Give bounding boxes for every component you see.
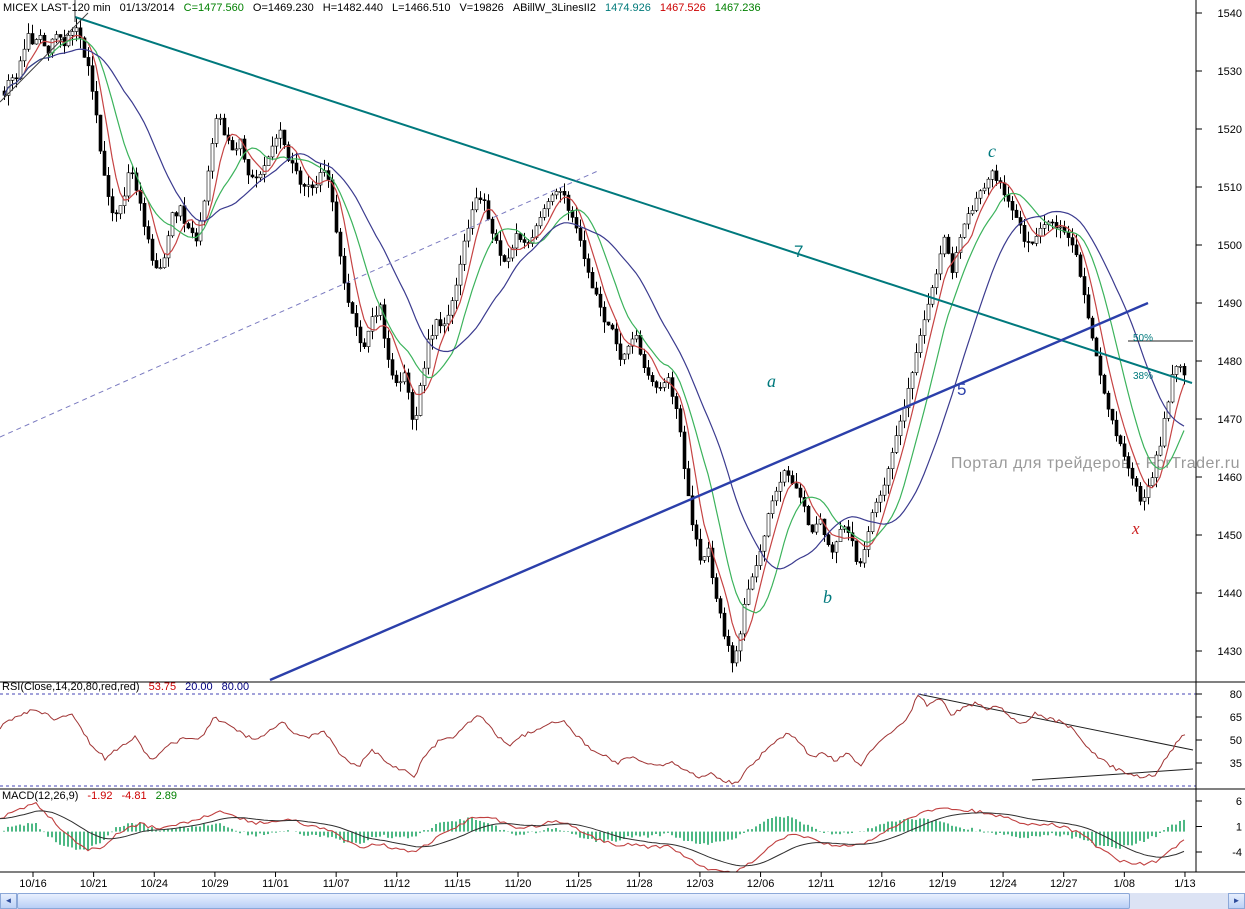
header-segment: 53.75 [148, 681, 177, 693]
time-tick-label: 11/12 [383, 878, 410, 890]
price-tick-label: 1460 [1218, 472, 1242, 484]
fib-label-50: 50% [1133, 333, 1154, 344]
time-tick-label: 11/28 [626, 878, 653, 890]
time-tick-label: 10/29 [201, 878, 229, 890]
time-tick-label: 1/13 [1174, 878, 1195, 890]
macd-tick-label: 1 [1236, 822, 1242, 834]
wave-label-c: c [988, 141, 996, 161]
header-segment: ABillW_3LinesII2 [512, 2, 596, 14]
price-tick-label: 1450 [1218, 530, 1242, 542]
header-segment: H=1482.440 [322, 2, 384, 14]
header-segment: O=1469.230 [252, 2, 314, 14]
header-segment: 01/13/2014 [119, 2, 175, 14]
price-tick-label: 1430 [1218, 646, 1242, 658]
time-tick-label: 11/07 [323, 878, 350, 890]
candlesticks [2, 17, 1187, 673]
header-segment: L=1466.510 [392, 2, 451, 14]
time-tick-label: 12/11 [808, 878, 835, 890]
macd-tick-label: -4 [1232, 847, 1242, 859]
wave-label-7: 7 [794, 242, 804, 261]
header-segment: MICEX LAST-120 min [3, 2, 111, 14]
price-tick-label: 1500 [1218, 240, 1242, 252]
chart-header: MICEX LAST-120 min 01/13/2014 C=1477.560 O=… [3, 2, 761, 14]
uptrend-line-5 [269, 301, 1149, 682]
header-segment: 1467.236 [714, 2, 761, 14]
header-segment: 2.89 [155, 790, 177, 802]
ma-line-12 [3, 37, 1185, 614]
time-tick-label: 12/19 [929, 878, 957, 890]
time-tick-label: 11/15 [444, 878, 471, 890]
time-tick-label: 11/20 [505, 878, 532, 890]
wave-label-x: x [1132, 519, 1140, 538]
header-segment: V=19826 [459, 2, 504, 14]
ma-line-24 [3, 48, 1185, 570]
scrollbar-thumb[interactable] [17, 893, 1130, 909]
rsi-tick-label: 65 [1230, 712, 1242, 724]
header-segment: 80.00 [221, 681, 250, 693]
time-tick-label: 12/24 [989, 878, 1017, 890]
time-tick-label: 1/08 [1114, 878, 1135, 890]
header-segment: MACD(12,26,9) [2, 790, 79, 802]
header-segment: RSI(Close,14,20,80,red,red) [2, 681, 140, 693]
time-tick-label: 10/24 [140, 878, 168, 890]
wave-label-b: b [823, 587, 832, 607]
rsi-tick-label: 35 [1230, 758, 1242, 770]
header-segment: -1.92 [87, 790, 113, 802]
time-tick-label: 12/06 [747, 878, 775, 890]
time-tick-label: 11/01 [262, 878, 289, 890]
header-segment: 1467.526 [659, 2, 706, 14]
rsi-tick-label: 80 [1230, 689, 1242, 701]
horizontal-scrollbar: ◄ ► [0, 893, 1245, 909]
price-tick-label: 1470 [1218, 414, 1242, 426]
time-tick-label: 12/16 [868, 878, 896, 890]
header-segment: C=1477.560 [183, 2, 244, 14]
scrollbar-track[interactable] [17, 893, 1228, 909]
price-tick-label: 1440 [1218, 588, 1242, 600]
macd-signal-line [0, 810, 1185, 867]
rsi-line [0, 694, 1186, 785]
macd-tick-label: 6 [1236, 796, 1242, 808]
header-segment: 20.00 [185, 681, 213, 693]
rsi-tick-label: 50 [1230, 735, 1242, 747]
dashed-channel-line [0, 169, 601, 438]
rsi-header: RSI(Close,14,20,80,red,red) 53.75 20.00 80.… [2, 681, 249, 693]
macd-line [0, 801, 1185, 872]
price-panel[interactable] [0, 0, 1193, 682]
header-segment: -4.81 [121, 790, 147, 802]
price-tick-label: 1520 [1218, 124, 1242, 136]
price-tick-label: 1510 [1218, 182, 1242, 194]
corner-trend-line [0, 12, 89, 103]
fib-label-38: 38% [1133, 371, 1154, 382]
time-tick-label: 11/25 [565, 878, 592, 890]
wave-label-a: a [767, 371, 776, 391]
axes: 1540 1530 1520 1510 1500 1490 1480 1470 1460 1450… [0, 0, 1245, 890]
macd-panel [0, 801, 1185, 872]
price-tick-label: 1490 [1218, 298, 1242, 310]
macd-header: MACD(12,26,9) -1.92 -4.81 2.89 [2, 790, 177, 802]
scroll-right-button[interactable]: ► [1228, 893, 1245, 909]
rsi-panel [0, 693, 1196, 787]
watermark: Портал для трейдеров - ForTrader.ru [950, 455, 1240, 472]
header-segment: 1474.926 [604, 2, 651, 14]
time-tick-label: 10/21 [80, 878, 108, 890]
time-tick-label: 12/03 [686, 878, 714, 890]
wave-label-5: 5 [957, 380, 967, 399]
downtrend-line-7 [74, 16, 1193, 384]
price-tick-label: 1480 [1218, 356, 1242, 368]
rsi-wedge-lower [1031, 768, 1194, 781]
price-tick-label: 1530 [1218, 66, 1242, 78]
ma-line-6 [3, 34, 1185, 642]
price-tick-label: 1540 [1218, 8, 1242, 20]
time-tick-label: 12/27 [1050, 878, 1078, 890]
scroll-left-button[interactable]: ◄ [0, 893, 17, 909]
time-tick-label: 10/16 [19, 878, 47, 890]
